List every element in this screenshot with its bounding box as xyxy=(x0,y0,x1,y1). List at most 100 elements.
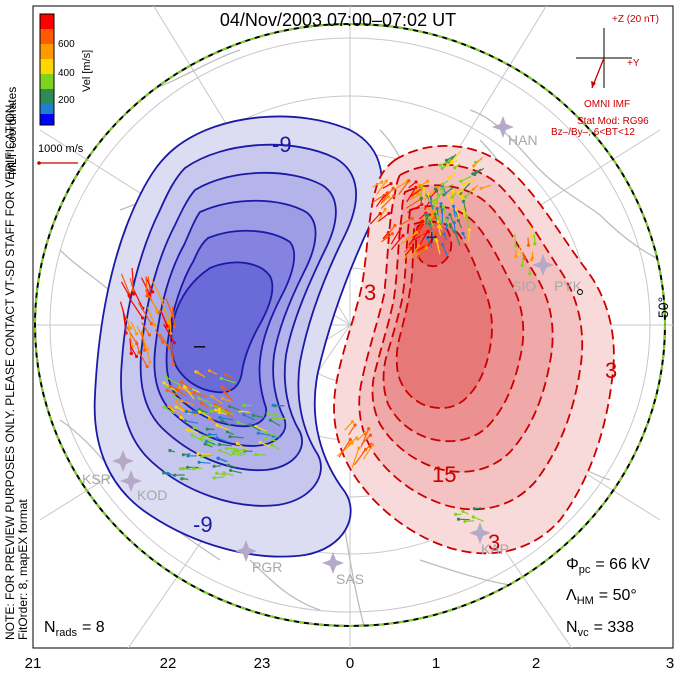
vector-line xyxy=(229,405,241,411)
hm-boundary-dash xyxy=(34,23,666,627)
vector-line xyxy=(151,300,158,312)
vector-line xyxy=(223,472,234,477)
vector-line xyxy=(426,235,435,248)
vector-line xyxy=(455,209,460,219)
vector-line xyxy=(416,241,432,252)
vector-line xyxy=(129,338,132,354)
vector-line xyxy=(380,187,394,204)
vector-line xyxy=(462,210,466,217)
svg-text:+Y: +Y xyxy=(627,58,640,69)
radar-label-kod: KOD xyxy=(137,487,167,503)
vector-line xyxy=(404,241,414,253)
vector-line xyxy=(460,175,472,182)
vector-line xyxy=(141,331,146,351)
pyk-site-dot xyxy=(577,289,583,295)
vector-line xyxy=(432,201,438,215)
vector-line xyxy=(527,237,530,246)
vector-line xyxy=(183,453,191,456)
mlt-tick: 0 xyxy=(346,655,354,672)
vector-line xyxy=(446,155,454,161)
vector-line xyxy=(438,226,442,236)
vector-line xyxy=(457,220,463,229)
vector-line xyxy=(181,381,193,390)
vector-line xyxy=(173,395,181,401)
vector-line xyxy=(170,385,181,391)
vector-line xyxy=(237,449,247,452)
vector-line xyxy=(201,454,213,458)
mlt-tick: 22 xyxy=(160,655,177,672)
radar-count: Nrads = 8 xyxy=(44,619,105,639)
colorbar-tick: 400 xyxy=(58,68,75,79)
radar-star-icon xyxy=(120,470,142,492)
vector-line xyxy=(197,372,206,378)
vector-line xyxy=(243,414,255,421)
vector-line xyxy=(271,444,280,450)
negative-convection-cell xyxy=(93,115,383,558)
vector-line xyxy=(180,467,186,470)
vector-line xyxy=(165,298,174,317)
vector-line xyxy=(140,277,151,295)
vector-line xyxy=(217,457,226,462)
vector-line xyxy=(400,217,413,226)
vector-origin xyxy=(451,204,456,208)
contour-labels: -9 -9 3 3 15 3 – + xyxy=(193,132,617,555)
vector-line xyxy=(452,206,456,217)
vector-line xyxy=(211,410,219,413)
vector-line xyxy=(398,180,410,195)
vector-line xyxy=(176,406,191,415)
vector-origin xyxy=(183,419,187,423)
vector-line xyxy=(436,194,439,205)
vector-origin xyxy=(200,455,204,459)
radar-star-icon xyxy=(469,522,491,544)
vector-line xyxy=(391,180,409,192)
vector-line xyxy=(222,397,231,402)
vector-line xyxy=(137,302,152,325)
vector-line xyxy=(530,225,533,237)
vector-line xyxy=(216,424,230,431)
vector-line xyxy=(428,223,433,231)
radar-label-pgr: PGR xyxy=(252,559,282,575)
colorbar-unit: Vel [m/s] xyxy=(81,50,93,92)
vector-line xyxy=(408,193,421,201)
vector-line xyxy=(267,412,279,416)
svg-text:1000 m/s: 1000 m/s xyxy=(38,143,84,155)
vector-line xyxy=(214,476,225,479)
radar-sites: HAN PYK SIO KSR KOD PGR SAS KAP xyxy=(82,132,583,587)
vector-line xyxy=(390,235,404,250)
vector-line xyxy=(219,443,233,447)
vector-line xyxy=(440,183,454,190)
vector-line xyxy=(518,245,521,255)
vector-line xyxy=(425,214,428,225)
vector-line xyxy=(436,240,441,255)
vector-line xyxy=(419,231,429,245)
radar-star-icon xyxy=(112,450,134,472)
vector-line xyxy=(441,244,448,256)
vector-line xyxy=(221,386,231,392)
vector-line xyxy=(408,231,419,246)
vector-line xyxy=(219,416,234,421)
positive-convection-cell xyxy=(333,144,615,555)
vector-line xyxy=(457,189,465,194)
vector-line xyxy=(426,237,433,249)
vector-line xyxy=(141,322,151,336)
radar-star-icon xyxy=(532,254,554,276)
vector-line xyxy=(356,432,366,442)
vector-line xyxy=(273,404,285,407)
vector-line xyxy=(126,326,138,345)
vector-line xyxy=(206,440,216,446)
vector-line xyxy=(449,224,455,234)
vector-origin xyxy=(201,434,205,438)
vector-line xyxy=(440,158,453,166)
vector-line xyxy=(216,472,227,477)
vector-count: Nvc = 338 xyxy=(566,619,634,639)
vector-line xyxy=(255,425,268,433)
vector-line xyxy=(415,220,424,231)
vector-line xyxy=(219,449,233,457)
vector-scale: 1000 m/s xyxy=(37,143,84,165)
vector-line xyxy=(454,231,461,246)
vector-line xyxy=(146,307,156,326)
plot-title: 04/Nov/2003 07:00–07:02 UT xyxy=(220,10,456,30)
mlt-tick: 3 xyxy=(666,655,674,672)
vector-line xyxy=(376,180,387,195)
